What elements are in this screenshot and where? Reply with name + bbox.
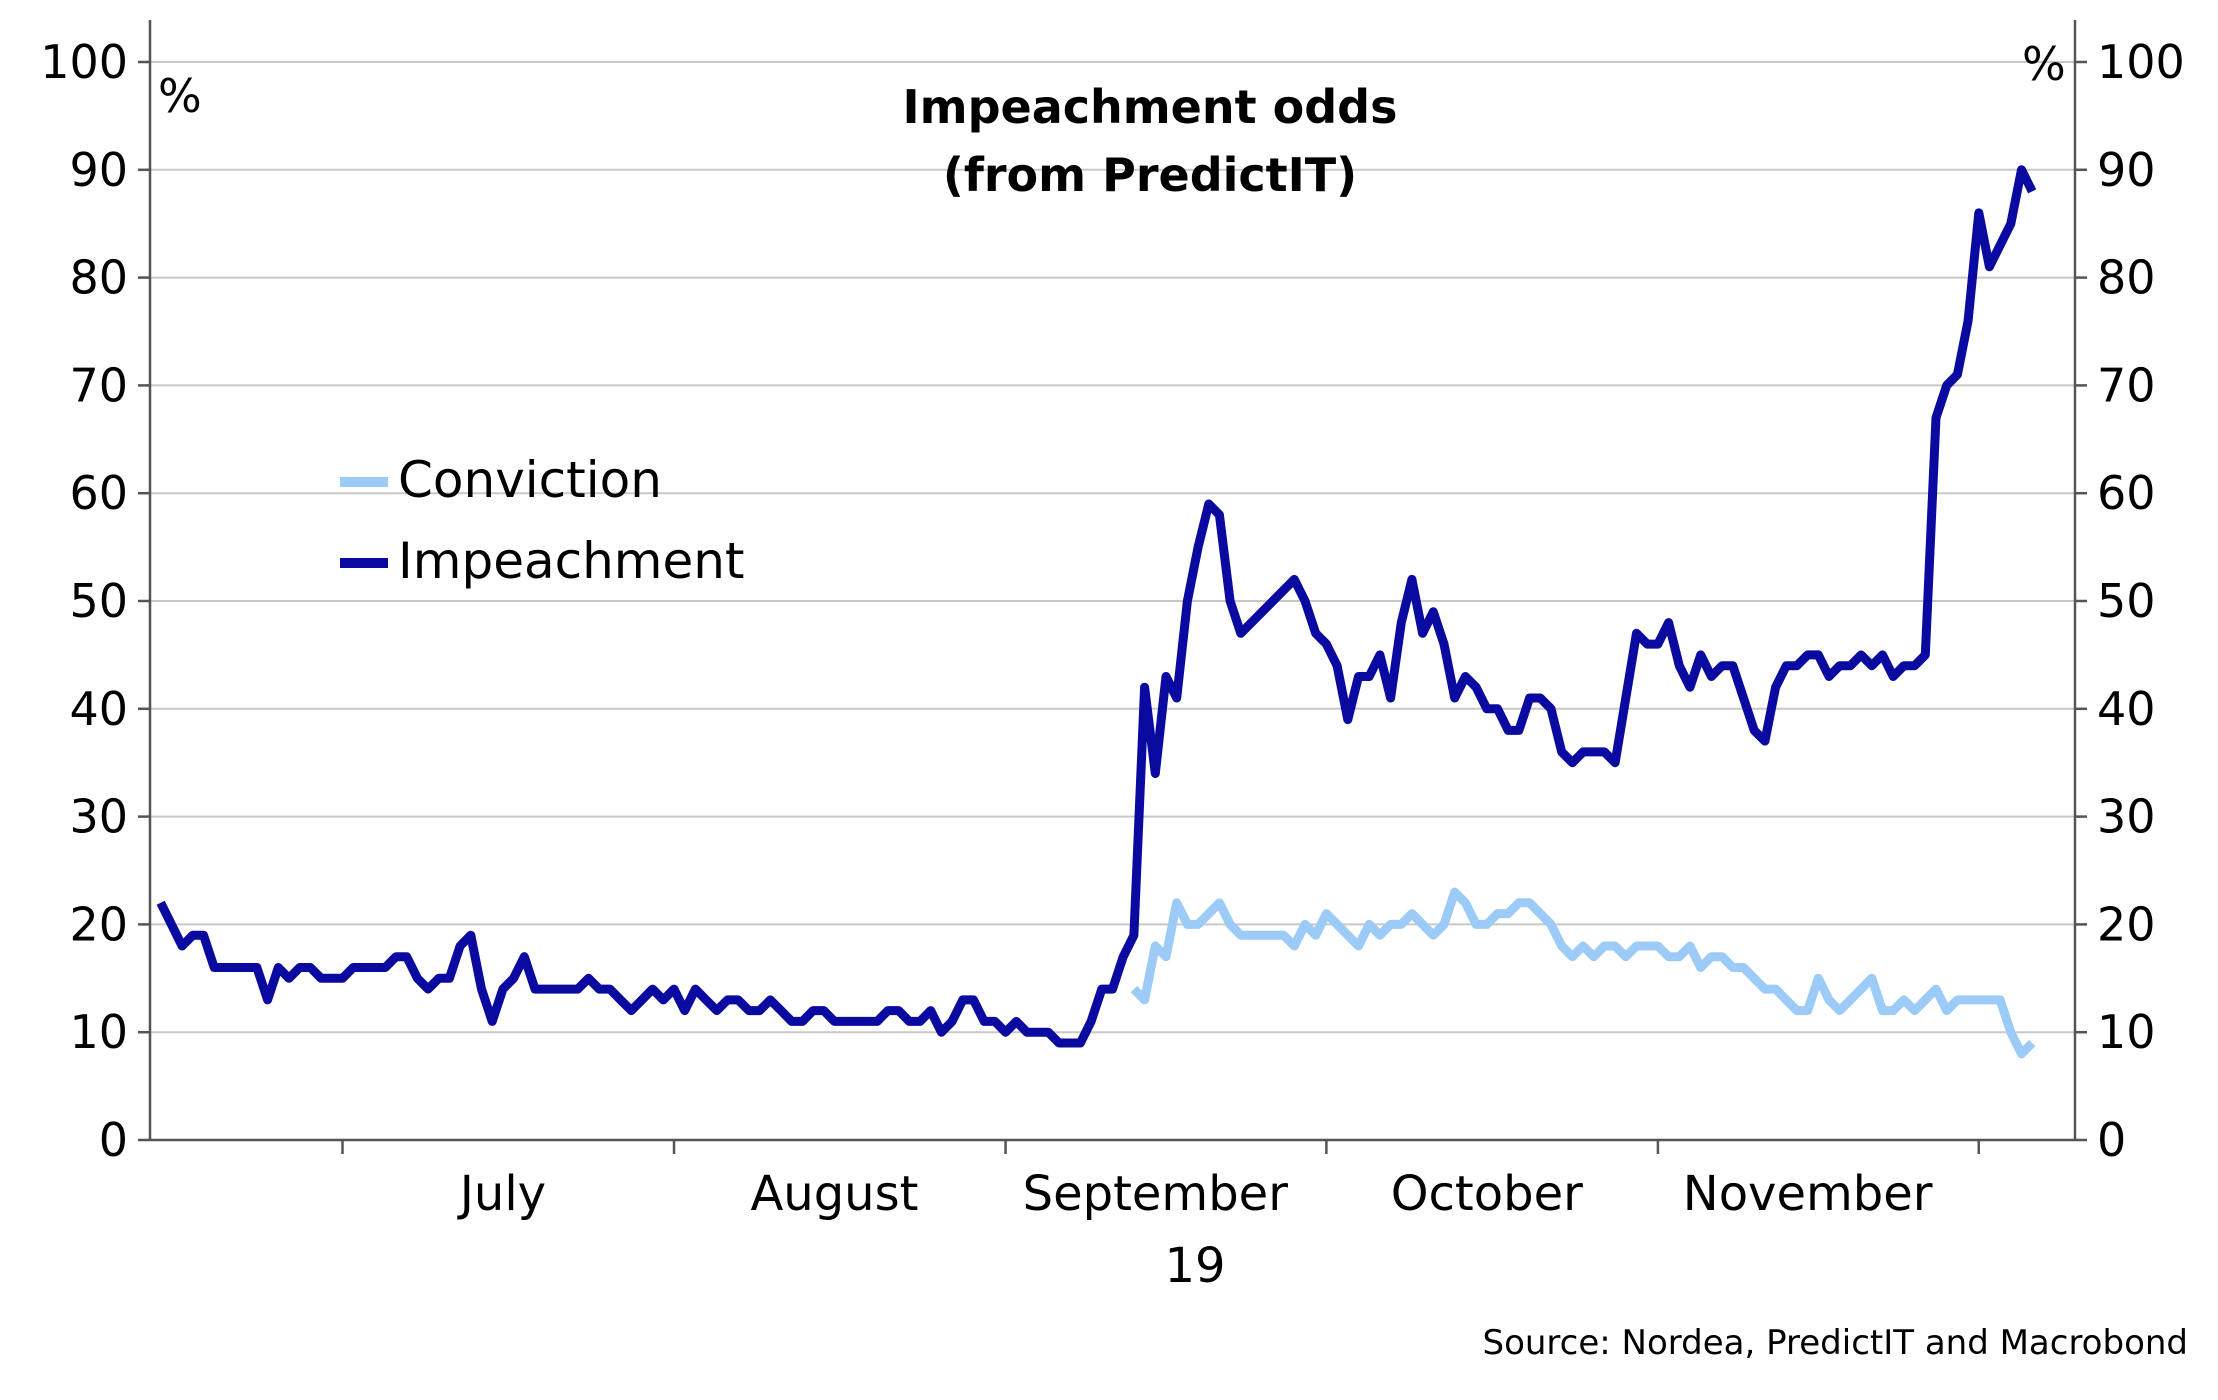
legend-label-conviction: Conviction — [398, 451, 662, 509]
left-tick-label-20: 20 — [69, 897, 128, 951]
right-tick-label-60: 60 — [2097, 466, 2156, 520]
chart-title-line-1: Impeachment odds — [903, 80, 1398, 134]
source-note: Source: Nordea, PredictIT and Macrobond — [1483, 1323, 2189, 1363]
x-month-label-october: October — [1391, 1166, 1583, 1222]
left-unit-label: % — [158, 69, 202, 123]
x-month-label-august: August — [750, 1166, 918, 1222]
axes — [148, 20, 2077, 1142]
left-tick-label-80: 80 — [69, 251, 128, 305]
right-tick-label-90: 90 — [2097, 143, 2156, 197]
left-tick-label-10: 10 — [69, 1005, 128, 1059]
series-line-impeachment — [156, 165, 2037, 1048]
x-year-label: 19 — [1164, 1238, 1225, 1294]
series-layer — [156, 165, 2037, 1059]
right-unit-label: % — [2022, 37, 2066, 91]
left-tick-label-70: 70 — [69, 358, 128, 412]
right-tick-label-20: 20 — [2097, 897, 2156, 951]
right-tick-label-0: 0 — [2097, 1113, 2126, 1167]
left-tick-label-40: 40 — [69, 682, 128, 736]
chart-title-line-2: (from PredictIT) — [943, 148, 1357, 202]
left-tick-label-30: 30 — [69, 790, 128, 844]
left-tick-label-50: 50 — [69, 574, 128, 628]
right-tick-label-40: 40 — [2097, 682, 2156, 736]
x-month-label-july: July — [457, 1166, 546, 1222]
right-tick-label-100: 100 — [2097, 35, 2185, 89]
series-line-conviction — [1130, 887, 2036, 1059]
left-tick-label-90: 90 — [69, 143, 128, 197]
right-tick-label-70: 70 — [2097, 358, 2156, 412]
x-month-label-september: September — [1023, 1166, 1289, 1222]
right-tick-label-30: 30 — [2097, 790, 2156, 844]
right-y-axis: 0 10 20 30 40 50 60 70 80 90 100 — [2075, 35, 2185, 1167]
x-month-label-november: November — [1683, 1166, 1933, 1222]
legend: Conviction Impeachment — [340, 451, 745, 590]
grid-lines — [150, 61, 2075, 1034]
left-tick-label-60: 60 — [69, 466, 128, 520]
left-tick-label-0: 0 — [99, 1113, 128, 1167]
x-axis: July August September October November — [341, 1140, 1980, 1222]
legend-label-impeachment: Impeachment — [398, 532, 745, 590]
left-tick-label-100: 100 — [40, 35, 128, 89]
right-tick-label-50: 50 — [2097, 574, 2156, 628]
left-y-axis: 0 10 20 30 40 50 60 70 80 90 100 — [40, 35, 150, 1167]
right-tick-label-80: 80 — [2097, 251, 2156, 305]
right-tick-label-10: 10 — [2097, 1005, 2156, 1059]
